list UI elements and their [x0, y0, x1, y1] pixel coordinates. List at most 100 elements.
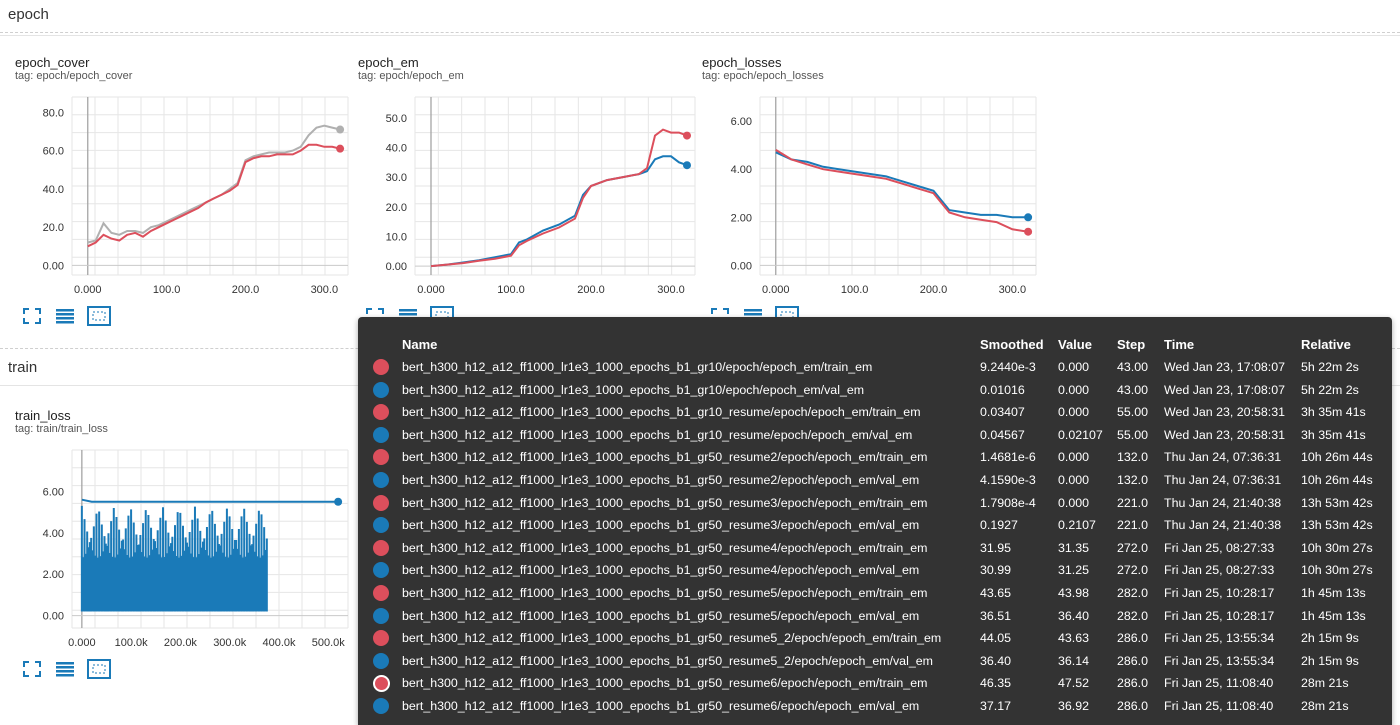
y-tick-label: 30.0: [386, 172, 407, 184]
tooltip-cell-step: 132.0: [1117, 473, 1149, 487]
chart-tag: tag: epoch/epoch_losses: [702, 70, 824, 82]
tooltip-cell-value: 0.02107: [1058, 427, 1103, 442]
expand-icon[interactable]: [23, 308, 41, 324]
series-line: [775, 151, 1029, 219]
tooltip-cell-time: Thu Jan 24, 21:40:38: [1164, 518, 1282, 533]
tooltip-cell-step: 286.0: [1117, 653, 1149, 668]
series-endpoint: [683, 131, 691, 140]
chart-tag: tag: epoch/epoch_em: [358, 70, 464, 82]
tooltip-cell-time: Fri Jan 25, 10:28:17: [1164, 586, 1275, 600]
tooltip-cell-name: bert_h300_h12_a12_ff1000_lr1e3_1000_epoc…: [402, 631, 942, 646]
tooltip-row: bert_h300_h12_a12_ff1000_lr1e3_1000_epoc…: [358, 605, 1392, 628]
tooltip-cell-name: bert_h300_h12_a12_ff1000_lr1e3_1000_epoc…: [402, 518, 920, 533]
expand-icon-path: [23, 308, 41, 324]
tooltip-row: bert_h300_h12_a12_ff1000_lr1e3_1000_epoc…: [358, 401, 1392, 424]
section-title-epoch[interactable]: epoch: [8, 6, 49, 23]
tooltip-cell-smoothed: 46.35: [980, 676, 1012, 691]
tooltip-cell-smoothed: 1.4681e-6: [980, 450, 1036, 465]
tooltip-cell-value: 0.000: [1058, 360, 1090, 374]
tooltip-cell-name: bert_h300_h12_a12_ff1000_lr1e3_1000_epoc…: [402, 495, 928, 510]
data-table-icon[interactable]: [56, 309, 74, 324]
tooltip-cell-relative: 3h 35m 41s: [1301, 427, 1366, 442]
tooltip-cell-time: Thu Jan 24, 07:36:31: [1164, 450, 1282, 465]
series-color-swatch: [373, 607, 389, 624]
chart-0: 80.0 60.0 40.0 20.0 0.00 0.000 100.0 200.0 300.0: [23, 96, 349, 326]
series-color-swatch: [373, 675, 390, 693]
y-tick-label: 0.00: [731, 260, 752, 272]
y-tick-label: 50.0: [386, 113, 407, 125]
table-icon-bar: [56, 313, 74, 316]
col-header-smoothed: Smoothed: [980, 337, 1044, 352]
chart-tag: tag: train/train_loss: [15, 423, 108, 435]
section-title-train[interactable]: train: [8, 359, 38, 376]
tooltip-cell-time: Fri Jan 25, 13:55:34: [1164, 631, 1275, 646]
tooltip-cell-step: 282.0: [1117, 608, 1149, 623]
tooltip-cell-value: 0.000: [1058, 495, 1090, 510]
tooltip-cell-name: bert_h300_h12_a12_ff1000_lr1e3_1000_epoc…: [402, 563, 920, 578]
tooltip-cell-step: 43.00: [1117, 360, 1149, 374]
tooltip-cell-value: 47.52: [1058, 676, 1090, 691]
y-tick-label: 0.00: [43, 611, 64, 623]
tooltip-row: bert_h300_h12_a12_ff1000_lr1e3_1000_epoc…: [358, 514, 1392, 537]
tooltip-cell-step: 286.0: [1117, 631, 1149, 646]
tooltip-cell-relative: 3h 35m 41s: [1301, 405, 1366, 420]
fit-icon-frame: [87, 306, 111, 326]
y-tick-label: 0.00: [43, 260, 64, 272]
x-tick-label: 0.000: [74, 284, 102, 296]
tooltip-cell-relative: 13h 53m 42s: [1301, 495, 1373, 510]
expand-icon[interactable]: [366, 308, 384, 324]
chart-card-epoch-cover: epoch_cover tag: epoch/epoch_cover: [15, 55, 355, 325]
series-color-swatch: [373, 426, 389, 443]
tooltip-cell-relative: 2h 15m 9s: [1301, 631, 1359, 646]
tooltip-cell-step: 272.0: [1117, 540, 1149, 555]
expand-icon[interactable]: [711, 308, 729, 324]
col-header-name: Name: [402, 337, 438, 352]
tooltip-cell-value: 0.000: [1058, 405, 1090, 420]
tooltip-cell-time: Fri Jan 25, 13:55:34: [1164, 653, 1275, 668]
tooltip-cell-relative: 10h 26m 44s: [1301, 473, 1373, 487]
tooltip-cell-value: 0.2107: [1058, 518, 1096, 533]
x-tick-label: 300.0: [999, 284, 1027, 296]
tooltip-cell-smoothed: 43.65: [980, 586, 1012, 600]
chart-card-epoch-losses: epoch_losses tag: epoch/epoch_losses: [702, 55, 1042, 325]
tooltip-row: bert_h300_h12_a12_ff1000_lr1e3_1000_epoc…: [358, 650, 1392, 673]
series-endpoint: [336, 125, 345, 134]
tooltip-cell-step: 132.0: [1117, 450, 1149, 465]
tooltip-cell-step: 55.00: [1117, 405, 1149, 420]
table-icon-bar: [399, 313, 417, 316]
tooltip-cell-relative: 5h 22m 2s: [1301, 382, 1359, 397]
y-tick-label: 4.00: [731, 164, 752, 176]
chart-1: 50.0 40.0 30.0 20.0 10.0 0.00 0.000 100.0 200.0 3…: [366, 96, 696, 326]
tooltip-cell-step: 286.0: [1117, 676, 1149, 691]
tooltip-cell-value: 31.25: [1058, 563, 1090, 578]
tooltip-cell-value: 0.000: [1058, 382, 1090, 397]
tooltip-cell-relative: 28m 21s: [1301, 699, 1349, 713]
y-tick-label: 2.00: [731, 212, 752, 224]
expand-icon-path: [366, 308, 384, 324]
series-line: [775, 149, 1029, 233]
expand-icon[interactable]: [23, 661, 41, 677]
tooltip-cell-smoothed: 1.7908e-4: [980, 495, 1036, 510]
tooltip-cell-name: bert_h300_h12_a12_ff1000_lr1e3_1000_epoc…: [402, 450, 928, 465]
tooltip-cell-name: bert_h300_h12_a12_ff1000_lr1e3_1000_epoc…: [402, 427, 913, 442]
series-endpoint: [1024, 213, 1033, 222]
col-header-relative: Relative: [1301, 337, 1351, 352]
series-endpoint: [683, 161, 691, 170]
fit-domain-icon[interactable]: [87, 306, 111, 326]
tooltip-row: bert_h300_h12_a12_ff1000_lr1e3_1000_epoc…: [358, 695, 1392, 718]
series-color-swatch: [373, 472, 389, 488]
tooltip-cell-name: bert_h300_h12_a12_ff1000_lr1e3_1000_epoc…: [402, 405, 921, 420]
data-table-icon[interactable]: [56, 662, 74, 677]
col-header-value: Value: [1058, 337, 1092, 352]
tooltip-cell-smoothed: 37.17: [980, 699, 1012, 713]
fit-domain-icon[interactable]: [87, 659, 111, 679]
fit-icon-inner: [92, 311, 106, 321]
x-tick-label: 400.0k: [262, 637, 296, 649]
tooltip-cell-time: Wed Jan 23, 20:58:31: [1164, 427, 1286, 442]
series-color-swatch: [373, 698, 389, 714]
tooltip-row: bert_h300_h12_a12_ff1000_lr1e3_1000_epoc…: [358, 446, 1392, 469]
x-tick-label: 100.0: [153, 284, 181, 296]
series-color-swatch: [373, 562, 389, 579]
tooltip-cell-smoothed: 44.05: [980, 631, 1012, 646]
